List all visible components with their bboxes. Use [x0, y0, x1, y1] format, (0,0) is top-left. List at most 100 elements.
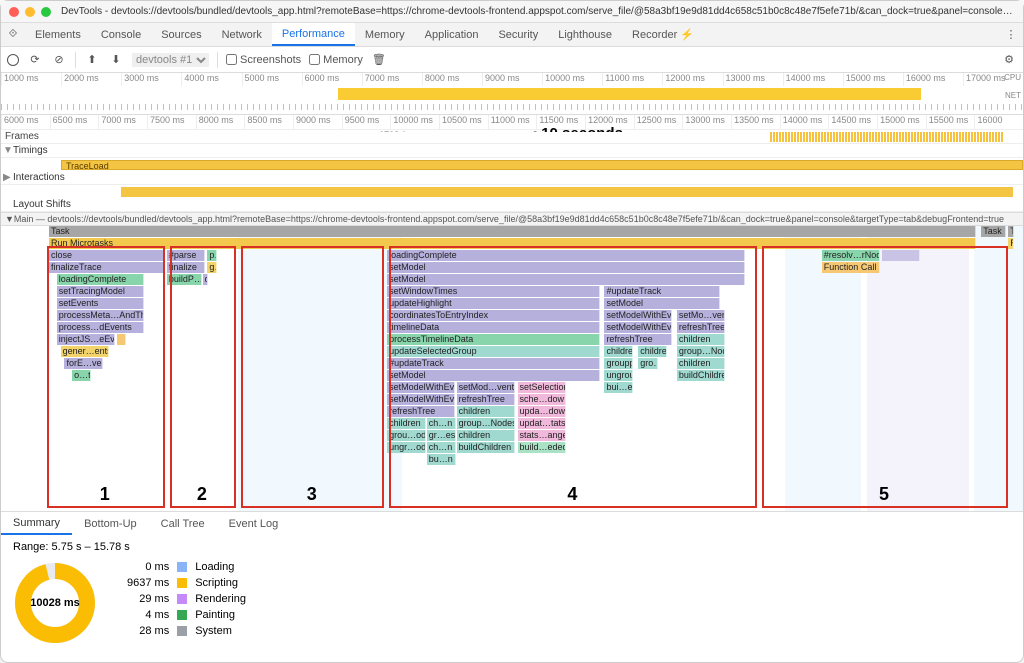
flame-block[interactable]: children — [457, 430, 515, 441]
flame-block[interactable]: gener…ents — [61, 346, 109, 357]
memory-checkbox[interactable]: Memory — [309, 54, 363, 66]
flame-block[interactable]: setModelWithEvents — [604, 310, 672, 321]
window-traffic-lights[interactable] — [9, 7, 51, 17]
flame-block[interactable]: children — [387, 418, 426, 429]
main-track-header[interactable]: ▼Main — devtools://devtools/bundled/devt… — [1, 212, 1023, 226]
tab-sources[interactable]: Sources — [151, 23, 211, 46]
flame-block[interactable]: Function Call — [822, 262, 880, 273]
tab-network[interactable]: Network — [212, 23, 272, 46]
more-tabs-icon[interactable]: ⋮ — [999, 23, 1023, 46]
tab-elements[interactable]: Elements — [25, 23, 91, 46]
settings-gear-icon[interactable]: ⚙ — [1001, 52, 1017, 68]
tab-performance[interactable]: Performance — [272, 23, 355, 46]
flame-block[interactable]: build…eded — [518, 442, 566, 453]
tab-lighthouse[interactable]: Lighthouse — [548, 23, 622, 46]
tab-application[interactable]: Application — [415, 23, 489, 46]
flame-block[interactable]: Run Microtasks — [49, 238, 976, 249]
flame-chart[interactable]: TaskTaskTi…edRun MicrotasksRu…ksclose#pa… — [1, 226, 1023, 511]
flame-block[interactable]: processMeta…AndThreads — [57, 310, 144, 321]
flame-block[interactable]: sche…dow — [518, 394, 566, 405]
flame-block[interactable]: Ru…ks — [1008, 238, 1014, 249]
tab-recorder[interactable]: Recorder ⚡ — [622, 23, 704, 46]
flame-block[interactable]: refreshTree — [387, 406, 455, 417]
flame-block[interactable]: updateSelectedGroup — [387, 346, 600, 357]
inspect-icon[interactable]: ⟐ — [1, 23, 25, 46]
flame-block[interactable]: p… — [207, 250, 217, 261]
flame-block[interactable]: #resolv…rNodes — [822, 250, 880, 261]
flame-block[interactable]: ungr…odes — [387, 442, 426, 453]
flame-block[interactable]: ungrou…Nodes — [604, 370, 633, 381]
flame-block[interactable]: stats…ange — [518, 430, 566, 441]
flame-block[interactable]: setWindowTimes — [387, 286, 600, 297]
flame-block[interactable]: coordinatesToEntryIndex — [387, 310, 600, 321]
flame-block[interactable]: group…Nodes — [457, 418, 515, 429]
flame-block[interactable]: gro…es — [638, 358, 657, 369]
flame-block[interactable]: children — [457, 406, 515, 417]
flame-block[interactable]: setModelWithEvents — [387, 382, 455, 393]
flame-block[interactable]: buildP…Calls — [167, 274, 202, 285]
flame-block[interactable]: refreshTree — [457, 394, 515, 405]
flame-block[interactable]: close — [49, 250, 165, 261]
flame-block[interactable]: forE…vent — [64, 358, 103, 369]
flame-block[interactable]: setModel — [387, 274, 744, 285]
tab-calltree[interactable]: Call Tree — [149, 512, 217, 535]
tab-security[interactable]: Security — [488, 23, 548, 46]
flame-block[interactable]: updateHighlight — [387, 298, 600, 309]
minimize-dot-icon[interactable] — [25, 7, 35, 17]
flame-block[interactable]: Task — [981, 226, 1006, 237]
flame-block[interactable]: injectJS…eEvents — [57, 334, 115, 345]
flame-block[interactable]: setMo…vents — [677, 310, 725, 321]
flame-block[interactable]: processTimelineData — [387, 334, 600, 345]
flame-block[interactable] — [117, 334, 127, 345]
flame-block[interactable]: setTracingModel — [57, 286, 144, 297]
flame-block[interactable]: process…dEvents — [57, 322, 144, 333]
flame-block[interactable]: refreshTree — [677, 322, 725, 333]
tab-eventlog[interactable]: Event Log — [217, 512, 291, 535]
flame-block[interactable]: children — [604, 346, 633, 357]
flame-block[interactable]: refreshTree — [604, 334, 672, 345]
flame-block[interactable]: children — [638, 346, 667, 357]
flame-block[interactable]: setModel — [387, 262, 744, 273]
flame-block[interactable]: grou…odes — [387, 430, 426, 441]
trash-icon[interactable]: 🗑 — [371, 52, 387, 68]
download-icon[interactable]: ⬇ — [108, 52, 124, 68]
flame-block[interactable]: setMod…vents — [457, 382, 515, 393]
flame-block[interactable]: children — [677, 334, 725, 345]
flame-block[interactable]: buildChildren — [677, 370, 725, 381]
flame-block[interactable]: finalizeTrace — [49, 262, 165, 273]
flame-block[interactable]: d… — [203, 274, 209, 285]
zoom-dot-icon[interactable] — [41, 7, 51, 17]
flame-block[interactable]: children — [677, 358, 725, 369]
flame-block[interactable]: upda…dow — [518, 406, 566, 417]
flame-block[interactable]: gr…es — [427, 430, 456, 441]
record-icon[interactable] — [7, 54, 19, 66]
flame-block[interactable]: loadingComplete — [387, 250, 744, 261]
detail-ruler[interactable]: 6000 ms6500 ms7000 ms7500 ms8000 ms8500 … — [1, 115, 1023, 130]
clear-icon[interactable]: ⊘ — [51, 52, 67, 68]
upload-icon[interactable]: ⬆ — [84, 52, 100, 68]
flame-block[interactable]: #updateTrack — [604, 286, 720, 297]
timings-header[interactable]: ▼Timings — [1, 144, 1023, 158]
flame-block[interactable]: bu…n — [427, 454, 456, 465]
tab-summary[interactable]: Summary — [1, 512, 72, 535]
flame-block[interactable]: Ti…ed — [1008, 226, 1014, 237]
frames-track[interactable]: Frames — [1, 130, 1023, 144]
overview-timeline[interactable]: 1000 ms2000 ms3000 ms4000 ms5000 ms6000 … — [1, 73, 1023, 115]
flame-block[interactable]: ch…n — [427, 418, 456, 429]
flame-block[interactable] — [882, 250, 921, 261]
layoutshifts-header[interactable]: Layout Shifts — [1, 198, 1023, 212]
flame-block[interactable]: setModel — [604, 298, 720, 309]
flame-block[interactable]: setEvents — [57, 298, 144, 309]
flame-block[interactable]: buildChildren — [457, 442, 515, 453]
flame-block[interactable]: updat…tats — [518, 418, 566, 429]
close-dot-icon[interactable] — [9, 7, 19, 17]
flame-block[interactable]: Task — [49, 226, 976, 237]
flame-block[interactable]: g… — [207, 262, 217, 273]
tab-console[interactable]: Console — [91, 23, 151, 46]
recording-select[interactable]: devtools #1 — [132, 53, 209, 67]
flame-block[interactable]: setModelWithEvents — [604, 322, 672, 333]
flame-block[interactable]: bui…en — [604, 382, 633, 393]
flame-block[interactable]: setModel — [387, 370, 600, 381]
flame-block[interactable]: o…t — [72, 370, 91, 381]
flame-block[interactable]: ch…n — [427, 442, 456, 453]
